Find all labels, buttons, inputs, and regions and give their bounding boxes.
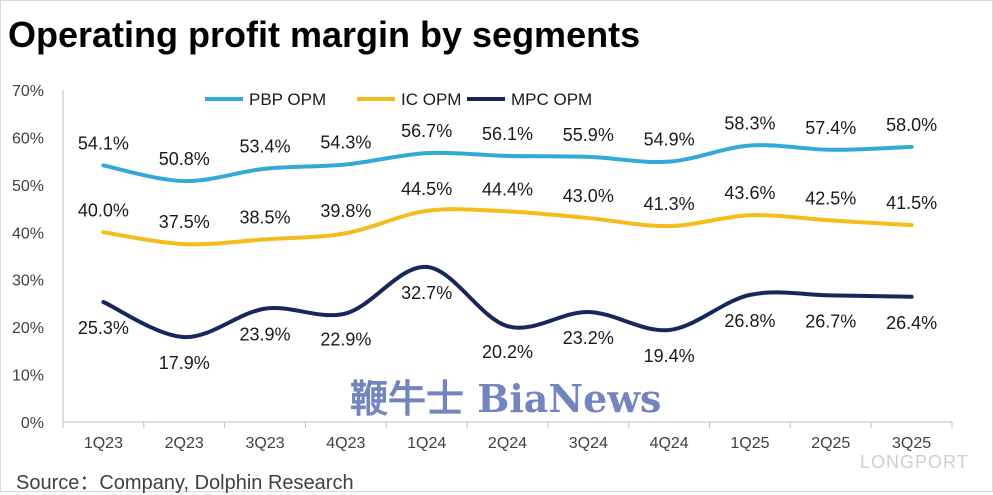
data-label: 41.5% bbox=[886, 193, 937, 213]
data-label: 26.7% bbox=[805, 311, 856, 331]
data-label: 43.0% bbox=[563, 186, 614, 206]
legend-label: IC OPM bbox=[401, 90, 461, 109]
x-tick-label: 1Q25 bbox=[730, 435, 769, 452]
data-label: 43.6% bbox=[724, 183, 775, 203]
data-label: 20.2% bbox=[482, 342, 533, 362]
x-tick-label: 4Q24 bbox=[650, 435, 689, 452]
data-label: 25.3% bbox=[78, 318, 129, 338]
x-tick-label: 1Q23 bbox=[84, 435, 123, 452]
data-label: 54.3% bbox=[320, 132, 371, 152]
x-tick-label: 2Q25 bbox=[811, 435, 850, 452]
data-label: 44.5% bbox=[401, 179, 452, 199]
data-label: 39.8% bbox=[320, 201, 371, 221]
data-label: 38.5% bbox=[240, 207, 291, 227]
data-label: 58.0% bbox=[886, 115, 937, 135]
y-tick-label: 40% bbox=[12, 225, 44, 242]
chart-title: Operating profit margin by segments bbox=[8, 14, 641, 55]
x-tick-label: 3Q23 bbox=[245, 435, 284, 452]
x-tick-label: 3Q24 bbox=[569, 435, 608, 452]
x-tick-label: 2Q24 bbox=[488, 435, 527, 452]
data-label: 26.4% bbox=[886, 313, 937, 333]
y-tick-label: 20% bbox=[12, 320, 44, 337]
y-tick-label: 60% bbox=[12, 130, 44, 147]
data-label: 22.9% bbox=[320, 329, 371, 349]
data-label: 56.1% bbox=[482, 124, 533, 144]
y-tick-label: 50% bbox=[12, 178, 44, 195]
data-label: 23.2% bbox=[563, 328, 614, 348]
data-label: 40.0% bbox=[78, 200, 129, 220]
x-tick-label: 4Q23 bbox=[326, 435, 365, 452]
y-tick-label: 10% bbox=[12, 368, 44, 385]
data-label: 41.3% bbox=[644, 194, 695, 214]
longport-watermark: LONGPORT bbox=[860, 452, 969, 472]
data-label: 17.9% bbox=[159, 353, 210, 373]
source-note: Source：Company, Dolphin Research bbox=[16, 472, 354, 494]
y-tick-label: 70% bbox=[12, 83, 44, 100]
series-line-ic-opm bbox=[101, 207, 914, 247]
data-label: 57.4% bbox=[805, 118, 856, 138]
data-label: 23.9% bbox=[240, 325, 291, 345]
data-label: 55.9% bbox=[563, 125, 614, 145]
data-label: 26.8% bbox=[724, 311, 775, 331]
series-line-pbp-opm bbox=[101, 143, 914, 184]
data-label: 54.9% bbox=[644, 130, 695, 150]
data-label: 42.5% bbox=[805, 188, 856, 208]
data-label: 19.4% bbox=[644, 346, 695, 366]
series-line-mpc-opm bbox=[101, 264, 914, 340]
legend-label: MPC OPM bbox=[511, 90, 592, 109]
data-label: 32.7% bbox=[401, 283, 452, 303]
y-tick-label: 30% bbox=[12, 273, 44, 290]
legend-label: PBP OPM bbox=[249, 90, 326, 109]
data-label: 44.4% bbox=[482, 179, 533, 199]
x-tick-label: 3Q25 bbox=[892, 435, 931, 452]
data-label: 56.7% bbox=[401, 121, 452, 141]
x-tick-label: 2Q23 bbox=[165, 435, 204, 452]
bianews-watermark: 鞭牛士 BiaNews bbox=[350, 376, 662, 421]
x-tick-label: 1Q24 bbox=[407, 435, 446, 452]
y-tick-label: 0% bbox=[21, 415, 44, 432]
data-label: 58.3% bbox=[724, 113, 775, 133]
data-label: 37.5% bbox=[159, 212, 210, 232]
data-label: 53.4% bbox=[240, 137, 291, 157]
data-label: 50.8% bbox=[159, 149, 210, 169]
data-label: 54.1% bbox=[78, 133, 129, 153]
